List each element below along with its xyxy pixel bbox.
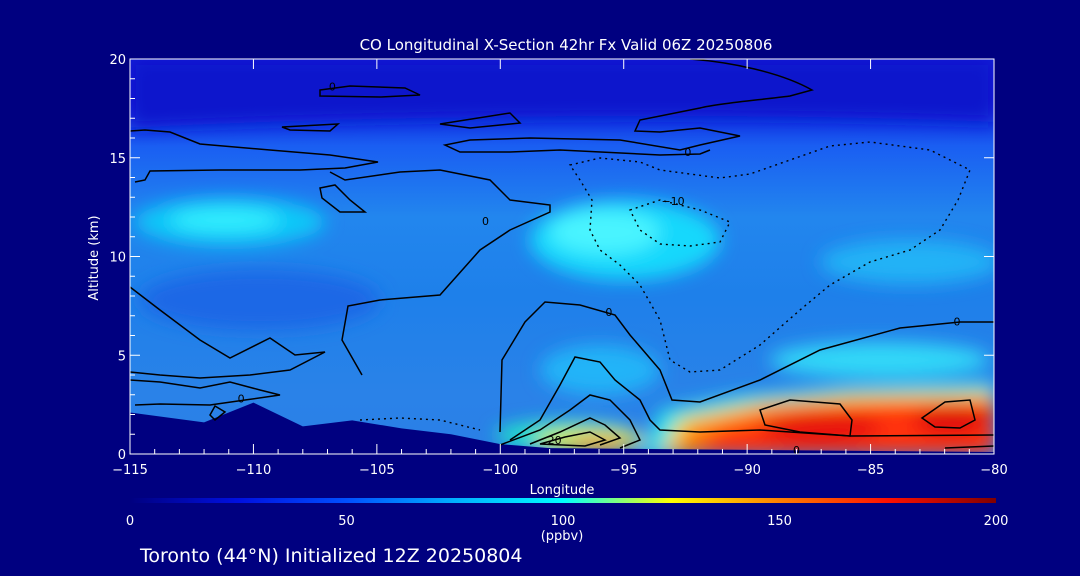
contour-line [499,394,642,449]
contour-label: 20 [548,434,562,447]
contour-line-dotted [359,417,481,431]
contour-line [281,123,341,132]
contour-line [920,399,976,429]
contour-line [499,301,994,433]
chart-title: CO Longitudinal X-Section 42hr Fx Valid … [360,36,773,54]
contour-line [319,85,421,98]
y-tick-label: 15 [109,152,126,167]
contour-line [130,286,326,379]
contour-line-dotted [629,199,731,247]
x-axis: −115 −110 −105 −100 −95 −90 −85 −80 [112,59,1008,478]
colorbar-tick-label: 100 [551,514,576,529]
colorbar-unit-label: (ppbv) [541,529,584,544]
y-tick-label: 0 [118,448,126,463]
colorbar [130,498,996,503]
colorbar-tick-label: 0 [126,514,134,529]
x-tick-label: −100 [482,463,518,478]
contour-line [329,169,551,376]
contour-line [442,59,814,156]
colorbar-tick-label: 200 [984,514,1009,529]
x-tick-label: −85 [857,463,884,478]
contour-line [209,404,227,422]
contour-line [319,184,368,213]
x-tick-label: −105 [359,463,395,478]
footer-caption: Toronto (44°N) Initialized 12Z 20250804 [139,545,523,567]
contour-line-dotted [568,141,971,373]
contour-label: 0 [684,146,691,159]
x-tick-label: −80 [980,463,1007,478]
y-tick-label: 10 [109,251,126,266]
contour-line [509,356,994,441]
contour-label: 0 [329,81,336,94]
contour-lines [130,59,994,449]
terrain-mask [130,402,994,454]
contour-line [539,431,607,447]
contour-line [944,445,994,449]
contour-line [130,129,379,183]
contour-label: 0 [605,306,612,319]
x-tick-label: −110 [236,463,272,478]
contour-label: 0 [238,393,245,406]
x-tick-label: −115 [112,463,148,478]
contour-line [759,399,853,437]
x-tick-label: −95 [610,463,637,478]
contour-line [439,112,522,129]
contour-line [130,379,281,406]
contour-label: 0 [482,215,489,228]
x-axis-label: Longitude [530,483,595,498]
contour-labels: 000−10000200 [238,81,961,457]
contour-label: 0 [953,316,960,329]
colorbar-tick-label: 150 [767,514,792,529]
contour-line [529,417,622,446]
y-axis-label: Altitude (km) [87,215,102,300]
y-tick-label: 5 [118,349,126,364]
x-tick-label: −90 [733,463,760,478]
colorbar-tick-label: 50 [338,514,355,529]
y-tick-label: 20 [109,53,126,68]
y-axis: 0 5 10 15 20 [109,53,994,463]
heatmap-field [130,59,994,454]
colorbar-ticks: 0 50 100 150 200 [126,514,1009,529]
contour-label: −10 [661,195,684,208]
